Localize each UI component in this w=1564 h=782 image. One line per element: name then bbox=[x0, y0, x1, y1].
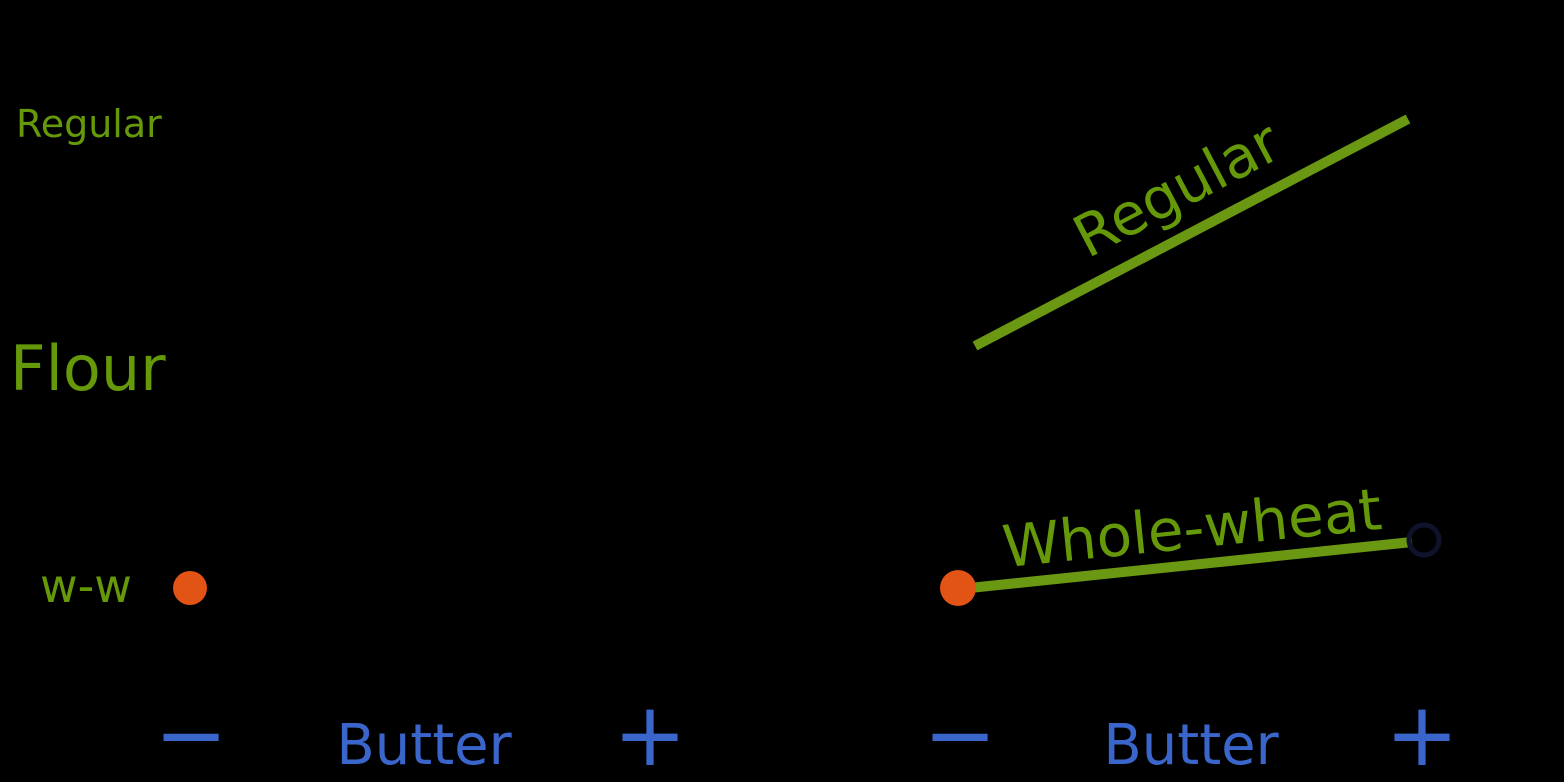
right-ww-start-point bbox=[940, 570, 976, 606]
left-butter-minus-tick: − bbox=[154, 683, 228, 782]
left-ww-data-point bbox=[173, 571, 207, 605]
left-butter-axis-label: Butter bbox=[336, 713, 512, 778]
whole-wheat-flour-line bbox=[959, 537, 1413, 594]
right-butter-minus-tick: − bbox=[923, 683, 997, 782]
right-butter-axis-label: Butter bbox=[1103, 713, 1279, 778]
regular-flour-line bbox=[972, 114, 1411, 351]
left-regular-level-label: Regular bbox=[16, 102, 162, 146]
right-butter-plus-tick: + bbox=[1385, 683, 1459, 782]
left-ww-level-label: w-w bbox=[40, 559, 132, 613]
flour-axis-label: Flour bbox=[10, 332, 166, 405]
ww-end-open-circle bbox=[1406, 522, 1442, 558]
left-butter-plus-tick: + bbox=[613, 683, 687, 782]
